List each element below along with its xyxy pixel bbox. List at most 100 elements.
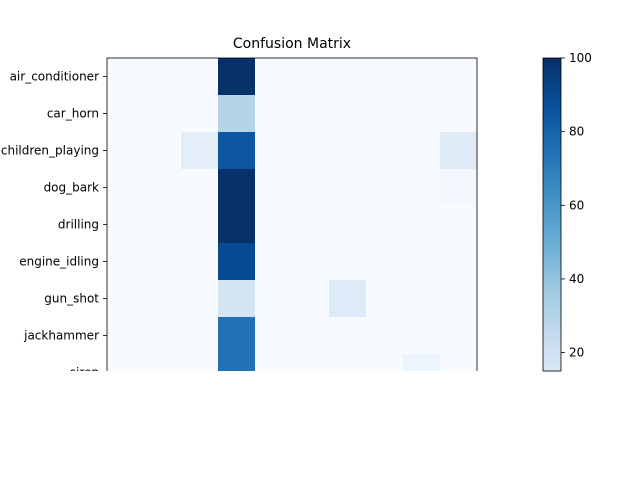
heatmap-cell <box>366 280 404 318</box>
colorbar-gradient <box>543 58 561 372</box>
heatmap-cell <box>218 169 256 207</box>
heatmap-cell <box>329 95 367 133</box>
heatmap-cell <box>255 243 293 281</box>
heatmap-cell <box>292 317 330 355</box>
colorbar-tick-label: 60 <box>569 198 584 212</box>
heatmap-cell <box>403 280 441 318</box>
row-label: jackhammer <box>23 329 99 343</box>
heatmap-cell <box>440 132 478 170</box>
heatmap-cell <box>403 317 441 355</box>
heatmap-cell <box>255 206 293 244</box>
heatmap-cell <box>218 317 256 355</box>
heatmap-cell <box>255 169 293 207</box>
row-label: air_conditioner <box>10 70 99 84</box>
colorbar-tick-label: 80 <box>569 125 584 139</box>
heatmap-cell <box>292 132 330 170</box>
heatmap-cell <box>144 206 182 244</box>
heatmap-cell <box>403 206 441 244</box>
heatmap-cell <box>107 206 145 244</box>
heatmap-cell <box>144 317 182 355</box>
heatmap-cell <box>366 95 404 133</box>
heatmap-cell <box>107 58 145 96</box>
colorbar-tick-label: 20 <box>569 346 584 360</box>
heatmap-cell <box>403 58 441 96</box>
row-label: engine_idling <box>19 255 99 269</box>
heatmap-cell <box>107 243 145 281</box>
heatmap-cell <box>292 206 330 244</box>
heatmap-cell <box>329 169 367 207</box>
heatmap-cell <box>144 169 182 207</box>
heatmap-cell <box>440 243 478 281</box>
colorbar-ticks: 20 40 60 80 100 <box>561 51 592 360</box>
heatmap-cell <box>366 132 404 170</box>
heatmap-cell <box>366 169 404 207</box>
colorbar: 20 40 60 80 100 <box>543 51 592 372</box>
heatmap-cell <box>181 95 219 133</box>
row-label: siren <box>70 366 99 380</box>
heatmap-cell <box>440 280 478 318</box>
heatmap-cell <box>144 132 182 170</box>
heatmap-cell <box>107 354 145 392</box>
heatmap-cell <box>366 354 404 392</box>
row-label: dog_bark <box>44 181 99 195</box>
heatmap-cell <box>329 243 367 281</box>
heatmap-cell <box>144 243 182 281</box>
heatmap-cell <box>218 58 256 96</box>
heatmap-cell <box>329 280 367 318</box>
heatmap-cell <box>329 132 367 170</box>
heatmap-cell <box>255 95 293 133</box>
row-labels: air_conditioner car_horn children_playingd… <box>1 70 107 380</box>
colorbar-tick-label: 100 <box>569 51 592 65</box>
heatmap-cell <box>181 354 219 392</box>
heatmap-cell <box>181 132 219 170</box>
heatmap-cell <box>440 169 478 207</box>
heatmap-cell <box>292 354 330 392</box>
heatmap-cell <box>440 354 478 392</box>
heatmap-cell <box>403 132 441 170</box>
heatmap-cell <box>144 354 182 392</box>
heatmap-cell <box>292 169 330 207</box>
heatmap-cell <box>329 206 367 244</box>
chart-title: Confusion Matrix <box>233 36 351 52</box>
heatmap-cell <box>329 317 367 355</box>
heatmap-cell <box>107 169 145 207</box>
heatmap-cell <box>107 95 145 133</box>
heatmap-cell <box>181 206 219 244</box>
heatmap-cell <box>366 243 404 281</box>
heatmap-cell <box>440 206 478 244</box>
heatmap-cell <box>255 280 293 318</box>
heatmap-cell <box>218 243 256 281</box>
heatmap-cell <box>107 317 145 355</box>
heatmap-cell <box>255 132 293 170</box>
heatmap-cell <box>366 317 404 355</box>
heatmap-cell <box>255 58 293 96</box>
heatmap-cell <box>292 280 330 318</box>
heatmap-cell <box>144 280 182 318</box>
heatmap-cell <box>292 243 330 281</box>
heatmap-cell <box>366 206 404 244</box>
heatmap-cell <box>218 95 256 133</box>
heatmap-cell <box>292 58 330 96</box>
heatmap-cell <box>107 280 145 318</box>
heatmap-cell <box>292 95 330 133</box>
heatmap-cell <box>218 354 256 392</box>
colorbar-tick-label: 40 <box>569 272 584 286</box>
plot-area <box>107 58 478 392</box>
heatmap-cell <box>181 280 219 318</box>
heatmap-cell <box>218 132 256 170</box>
heatmap-cell <box>107 132 145 170</box>
heatmap-cell <box>181 58 219 96</box>
heatmap-cell <box>329 354 367 392</box>
heatmap-cell <box>403 243 441 281</box>
row-label: drilling <box>58 218 99 232</box>
row-label: car_horn <box>47 107 99 121</box>
heatmap-cell <box>144 58 182 96</box>
heatmap-cell <box>181 169 219 207</box>
heatmap-cell <box>403 169 441 207</box>
heatmap-cell <box>403 95 441 133</box>
heatmap-cell <box>440 317 478 355</box>
heatmap-cell <box>255 317 293 355</box>
heatmap-cell <box>218 280 256 318</box>
row-label: children_playing <box>1 144 99 158</box>
